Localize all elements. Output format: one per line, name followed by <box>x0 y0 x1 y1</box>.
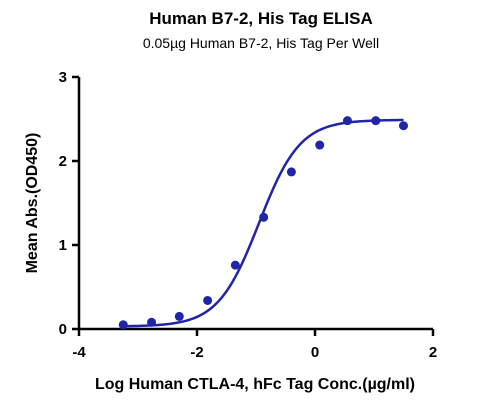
y-tick-label: 0 <box>59 321 67 338</box>
data-point <box>203 295 213 305</box>
x-tick-label: 2 <box>429 344 437 361</box>
data-point <box>259 212 269 222</box>
data-point <box>118 320 128 330</box>
fit-curve <box>123 118 404 328</box>
data-point <box>371 116 381 126</box>
x-tick-label: -4 <box>72 344 86 361</box>
data-point <box>286 167 296 177</box>
y-axis-label: Mean Abs.(OD450) <box>24 133 41 274</box>
data-point <box>147 317 157 327</box>
y-tick-label: 3 <box>59 69 67 86</box>
y-tick-label: 1 <box>59 237 67 254</box>
x-tick-label: -2 <box>190 344 203 361</box>
chart-title: Human B7-2, His Tag ELISA <box>149 9 373 28</box>
data-point <box>230 260 240 270</box>
x-axis-label: Log Human CTLA-4, hFc Tag Conc.(µg/ml) <box>95 376 415 393</box>
data-point <box>399 121 408 131</box>
chart-subtitle: 0.05µg Human B7-2, His Tag Per Well <box>143 35 379 51</box>
data-point <box>174 311 184 321</box>
data-point <box>315 140 325 150</box>
data-point <box>342 116 352 126</box>
x-tick-label: 0 <box>311 344 319 361</box>
plot-area: -4 -2 0 2 0 1 2 3 <box>59 69 438 361</box>
y-tick-label: 2 <box>59 153 67 170</box>
